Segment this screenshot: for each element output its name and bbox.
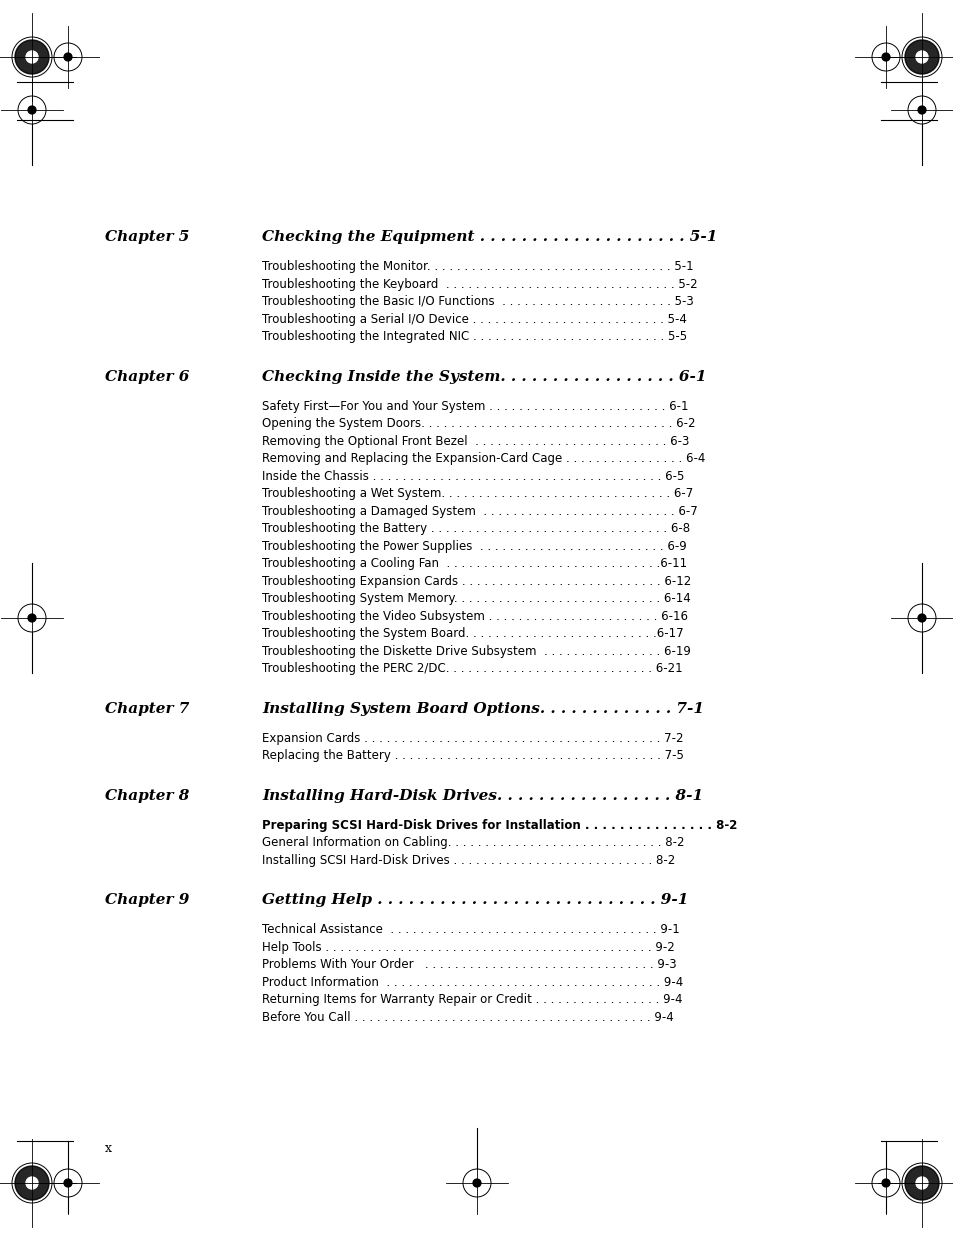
Text: Troubleshooting a Cooling Fan  . . . . . . . . . . . . . . . . . . . . . . . . .: Troubleshooting a Cooling Fan . . . . . … [262, 557, 686, 571]
Text: Troubleshooting the Basic I/O Functions  . . . . . . . . . . . . . . . . . . . .: Troubleshooting the Basic I/O Functions … [262, 295, 693, 308]
Text: Removing and Replacing the Expansion-Card Cage . . . . . . . . . . . . . . . . 6: Removing and Replacing the Expansion-Car… [262, 452, 704, 466]
Text: Preparing SCSI Hard-Disk Drives for Installation . . . . . . . . . . . . . . . 8: Preparing SCSI Hard-Disk Drives for Inst… [262, 819, 737, 831]
Circle shape [15, 1166, 49, 1200]
Text: Troubleshooting the Power Supplies  . . . . . . . . . . . . . . . . . . . . . . : Troubleshooting the Power Supplies . . .… [262, 540, 686, 552]
Text: Chapter 7: Chapter 7 [105, 701, 190, 715]
Text: Problems With Your Order   . . . . . . . . . . . . . . . . . . . . . . . . . . .: Problems With Your Order . . . . . . . .… [262, 958, 676, 971]
Text: Expansion Cards . . . . . . . . . . . . . . . . . . . . . . . . . . . . . . . . : Expansion Cards . . . . . . . . . . . . … [262, 731, 682, 745]
Circle shape [473, 1179, 480, 1187]
Text: Getting Help . . . . . . . . . . . . . . . . . . . . . . . . . . . 9-1: Getting Help . . . . . . . . . . . . . .… [262, 893, 688, 906]
Text: Checking Inside the System. . . . . . . . . . . . . . . . . 6-1: Checking Inside the System. . . . . . . … [262, 369, 706, 384]
Text: Removing the Optional Front Bezel  . . . . . . . . . . . . . . . . . . . . . . .: Removing the Optional Front Bezel . . . … [262, 435, 689, 447]
Circle shape [882, 1179, 889, 1187]
Text: Chapter 9: Chapter 9 [105, 893, 190, 906]
Circle shape [904, 1166, 938, 1200]
Circle shape [28, 614, 36, 622]
Text: Before You Call . . . . . . . . . . . . . . . . . . . . . . . . . . . . . . . . : Before You Call . . . . . . . . . . . . … [262, 1010, 673, 1024]
Circle shape [904, 40, 938, 74]
Text: Troubleshooting a Damaged System  . . . . . . . . . . . . . . . . . . . . . . . : Troubleshooting a Damaged System . . . .… [262, 505, 697, 517]
Text: Help Tools . . . . . . . . . . . . . . . . . . . . . . . . . . . . . . . . . . .: Help Tools . . . . . . . . . . . . . . .… [262, 941, 674, 953]
Text: Chapter 5: Chapter 5 [105, 230, 190, 245]
Text: Troubleshooting the Monitor. . . . . . . . . . . . . . . . . . . . . . . . . . .: Troubleshooting the Monitor. . . . . . .… [262, 261, 693, 273]
Circle shape [26, 51, 38, 63]
Text: Inside the Chassis . . . . . . . . . . . . . . . . . . . . . . . . . . . . . . .: Inside the Chassis . . . . . . . . . . .… [262, 469, 683, 483]
Text: Opening the System Doors. . . . . . . . . . . . . . . . . . . . . . . . . . . . : Opening the System Doors. . . . . . . . … [262, 417, 695, 430]
Text: Installing Hard-Disk Drives. . . . . . . . . . . . . . . . . 8-1: Installing Hard-Disk Drives. . . . . . .… [262, 788, 702, 803]
Text: Chapter 8: Chapter 8 [105, 788, 190, 803]
Text: Installing System Board Options. . . . . . . . . . . . . 7-1: Installing System Board Options. . . . .… [262, 701, 703, 715]
Circle shape [15, 40, 49, 74]
Text: Replacing the Battery . . . . . . . . . . . . . . . . . . . . . . . . . . . . . : Replacing the Battery . . . . . . . . . … [262, 748, 683, 762]
Text: Troubleshooting System Memory. . . . . . . . . . . . . . . . . . . . . . . . . .: Troubleshooting System Memory. . . . . .… [262, 592, 690, 605]
Text: Checking the Equipment . . . . . . . . . . . . . . . . . . . . 5-1: Checking the Equipment . . . . . . . . .… [262, 230, 717, 245]
Circle shape [64, 1179, 71, 1187]
Text: Technical Assistance  . . . . . . . . . . . . . . . . . . . . . . . . . . . . . : Technical Assistance . . . . . . . . . .… [262, 923, 679, 936]
Text: Returning Items for Warranty Repair or Credit . . . . . . . . . . . . . . . . . : Returning Items for Warranty Repair or C… [262, 993, 681, 1007]
Circle shape [915, 51, 927, 63]
Text: Troubleshooting Expansion Cards . . . . . . . . . . . . . . . . . . . . . . . . : Troubleshooting Expansion Cards . . . . … [262, 574, 691, 588]
Text: Troubleshooting the Video Subsystem . . . . . . . . . . . . . . . . . . . . . . : Troubleshooting the Video Subsystem . . … [262, 610, 687, 622]
Circle shape [915, 1177, 927, 1189]
Circle shape [882, 53, 889, 61]
Text: Troubleshooting the Keyboard  . . . . . . . . . . . . . . . . . . . . . . . . . : Troubleshooting the Keyboard . . . . . .… [262, 278, 697, 290]
Text: Installing SCSI Hard-Disk Drives . . . . . . . . . . . . . . . . . . . . . . . .: Installing SCSI Hard-Disk Drives . . . .… [262, 853, 675, 867]
Circle shape [64, 53, 71, 61]
Text: Troubleshooting a Serial I/O Device . . . . . . . . . . . . . . . . . . . . . . : Troubleshooting a Serial I/O Device . . … [262, 312, 686, 326]
Text: General Information on Cabling. . . . . . . . . . . . . . . . . . . . . . . . . : General Information on Cabling. . . . . … [262, 836, 684, 848]
Circle shape [917, 106, 925, 114]
Text: Troubleshooting a Wet System. . . . . . . . . . . . . . . . . . . . . . . . . . : Troubleshooting a Wet System. . . . . . … [262, 487, 693, 500]
Text: Troubleshooting the Integrated NIC . . . . . . . . . . . . . . . . . . . . . . .: Troubleshooting the Integrated NIC . . .… [262, 330, 686, 343]
Circle shape [917, 614, 925, 622]
Text: Safety First—For You and Your System . . . . . . . . . . . . . . . . . . . . . .: Safety First—For You and Your System . .… [262, 399, 688, 412]
Text: Chapter 6: Chapter 6 [105, 369, 190, 384]
Text: Troubleshooting the System Board. . . . . . . . . . . . . . . . . . . . . . . . : Troubleshooting the System Board. . . . … [262, 627, 683, 640]
Circle shape [26, 1177, 38, 1189]
Text: Troubleshooting the PERC 2/DC. . . . . . . . . . . . . . . . . . . . . . . . . .: Troubleshooting the PERC 2/DC. . . . . .… [262, 662, 682, 676]
Text: Troubleshooting the Diskette Drive Subsystem  . . . . . . . . . . . . . . . . 6-: Troubleshooting the Diskette Drive Subsy… [262, 645, 690, 657]
Circle shape [28, 106, 36, 114]
Text: x: x [105, 1142, 112, 1155]
Text: Troubleshooting the Battery . . . . . . . . . . . . . . . . . . . . . . . . . . : Troubleshooting the Battery . . . . . . … [262, 522, 689, 535]
Text: Product Information  . . . . . . . . . . . . . . . . . . . . . . . . . . . . . .: Product Information . . . . . . . . . . … [262, 976, 682, 988]
